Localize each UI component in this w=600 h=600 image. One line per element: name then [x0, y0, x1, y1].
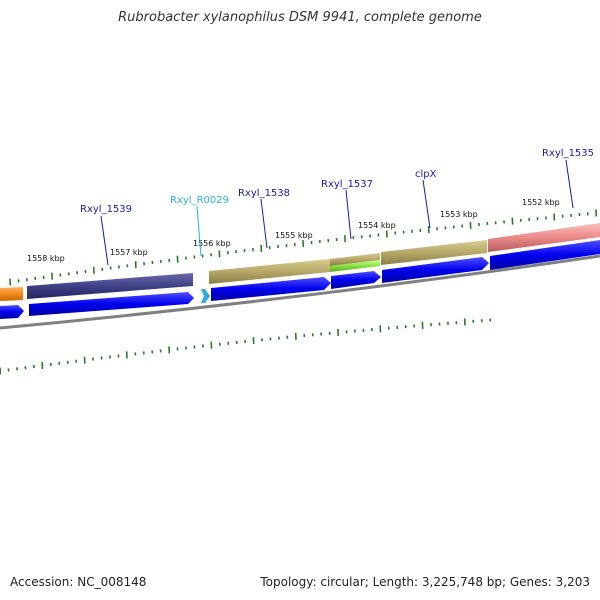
gene-label-rxyl-r0029[interactable]: Rxyl_R0029	[170, 195, 229, 206]
cds-arrow-rxyl-1537[interactable]	[331, 271, 381, 289]
genome-title: Rubrobacter xylanophilus DSM 9941, compl…	[118, 10, 482, 25]
gene-label-rxyl-1537[interactable]: Rxyl_1537	[321, 179, 373, 190]
gene-label-clpx[interactable]: clpX	[415, 169, 437, 180]
cds-arrow-rxyl-1535[interactable]	[490, 240, 600, 270]
kbp-label: 1552 kbp	[522, 198, 560, 207]
label-line-rxyl-1539	[100, 215, 109, 266]
cds-arrow-clpx[interactable]	[382, 257, 489, 283]
gene-labels: Rxyl_1539 Rxyl_R0029 Rxyl_1538 Rxyl_1537…	[80, 148, 594, 215]
cds-arrow-rxyl-1539[interactable]	[29, 292, 194, 316]
feature-orange[interactable]	[0, 287, 23, 301]
kbp-label: 1553 kbp	[440, 210, 478, 219]
cds-track	[0, 240, 600, 319]
label-line-rxyl-1538	[260, 198, 268, 249]
label-line-rxyl-1537	[345, 189, 352, 240]
rna-arrow-rxyl-r0029[interactable]	[201, 289, 210, 303]
feature-rxyl-1537-green[interactable]	[330, 260, 380, 272]
feature-rxyl-1538[interactable]	[209, 259, 330, 284]
feature-rxyl-1539[interactable]	[27, 273, 193, 299]
feature-rxyl-1537-upper[interactable]	[330, 253, 380, 266]
gene-label-rxyl-1538[interactable]: Rxyl_1538	[238, 188, 290, 199]
kbp-scale: 1558 kbp 1557 kbp 1556 kbp 1555 kbp 1554…	[27, 198, 560, 263]
kbp-label: 1556 kbp	[193, 239, 231, 248]
cds-arrow-rxyl-1538[interactable]	[211, 277, 331, 301]
kbp-label: 1557 kbp	[110, 248, 148, 257]
gene-label-rxyl-1539[interactable]: Rxyl_1539	[80, 204, 132, 215]
label-line-rxyl-1535	[565, 159, 574, 209]
label-line-clpx	[422, 179, 431, 229]
gene-label-rxyl-1535[interactable]: Rxyl_1535	[542, 148, 594, 159]
inner-tick-ring	[0, 318, 492, 375]
outer-tick-ring	[9, 209, 598, 286]
label-line-rxyl-r0029	[196, 205, 202, 257]
kbp-label: 1558 kbp	[27, 254, 65, 263]
kbp-label: 1555 kbp	[275, 231, 313, 240]
cds-arrow-left[interactable]	[0, 305, 24, 319]
genome-backbone	[0, 254, 600, 330]
kbp-label: 1554 kbp	[358, 221, 396, 230]
accession-text: Accession: NC_008148	[10, 575, 147, 589]
feature-rxyl-1535[interactable]	[488, 223, 600, 252]
feature-clpx[interactable]	[381, 240, 487, 265]
feature-track	[0, 223, 600, 301]
genome-summary-text: Topology: circular; Length: 3,225,748 bp…	[260, 575, 590, 589]
gene-label-lines	[100, 159, 574, 266]
